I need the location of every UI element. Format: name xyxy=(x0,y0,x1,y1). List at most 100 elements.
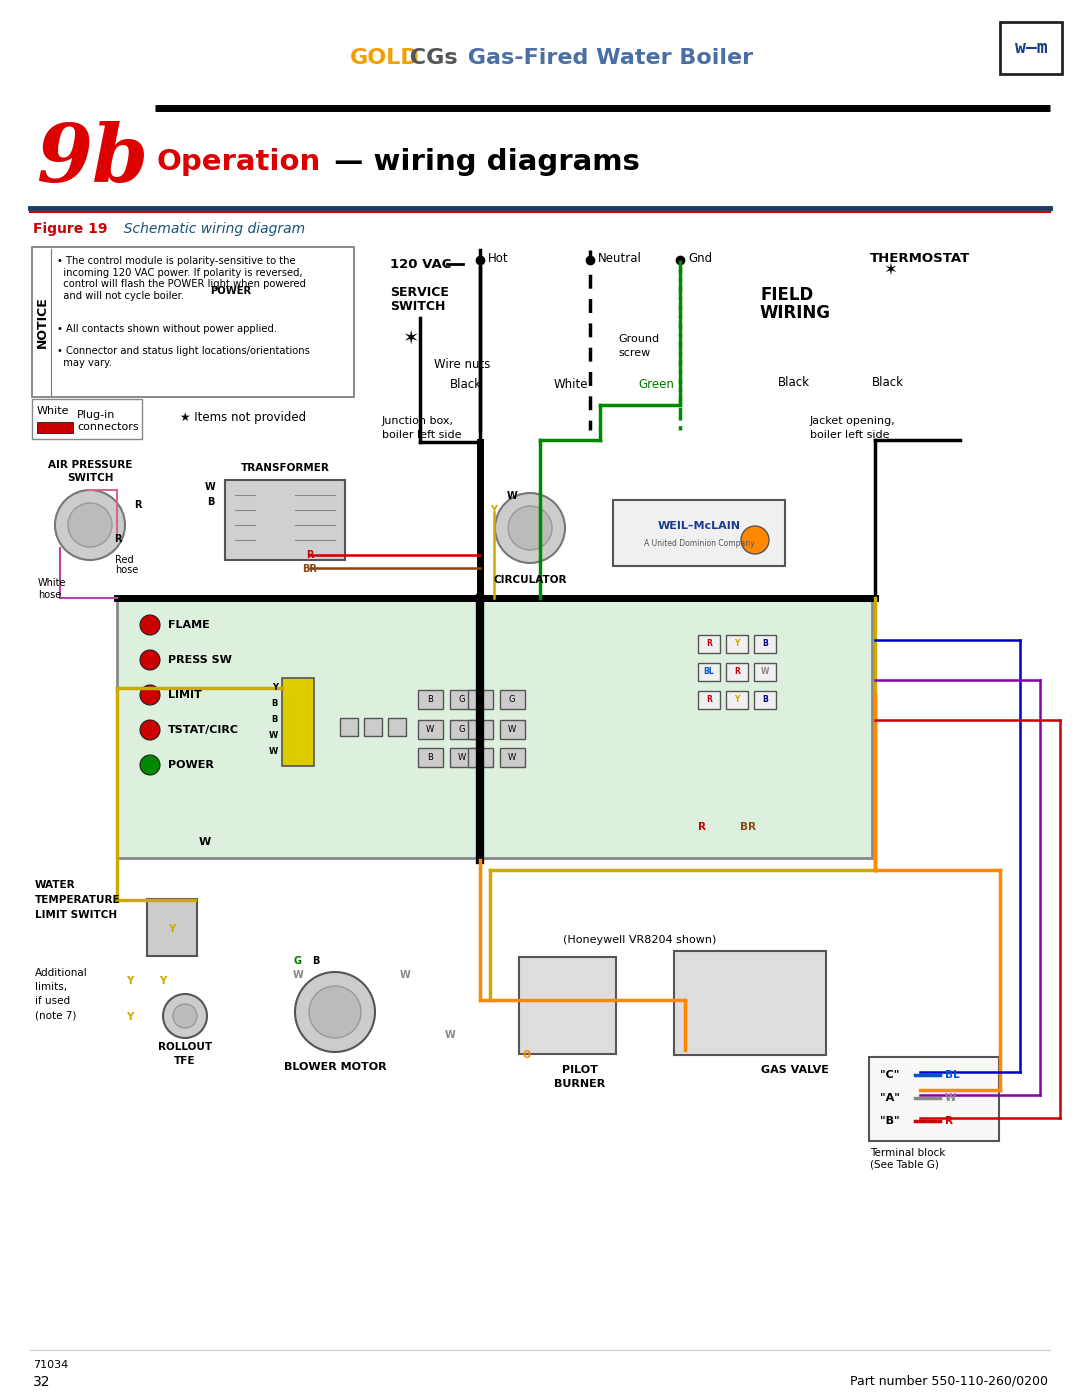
Text: ★ Items not provided: ★ Items not provided xyxy=(180,412,306,425)
FancyBboxPatch shape xyxy=(449,747,474,767)
Text: B: B xyxy=(272,715,278,725)
FancyBboxPatch shape xyxy=(32,400,141,439)
Text: 9b: 9b xyxy=(36,122,148,198)
Text: W: W xyxy=(293,970,303,981)
Text: Black: Black xyxy=(450,379,482,391)
Text: B: B xyxy=(477,753,483,761)
Text: Green: Green xyxy=(638,379,674,391)
Text: G: G xyxy=(459,725,465,733)
Text: (Honeywell VR8204 shown): (Honeywell VR8204 shown) xyxy=(564,935,717,944)
Text: W: W xyxy=(945,1092,957,1104)
Text: Y: Y xyxy=(168,923,176,935)
Text: FIELD: FIELD xyxy=(760,286,813,305)
FancyBboxPatch shape xyxy=(613,500,785,566)
Text: Additional: Additional xyxy=(35,968,87,978)
Text: R: R xyxy=(134,500,141,510)
Text: boiler left side: boiler left side xyxy=(382,430,461,440)
Text: White: White xyxy=(37,407,69,416)
Text: Y: Y xyxy=(160,977,166,986)
Text: "B": "B" xyxy=(880,1116,900,1126)
Text: boiler left side: boiler left side xyxy=(810,430,890,440)
Text: ✶: ✶ xyxy=(883,261,896,279)
Text: White: White xyxy=(554,379,589,391)
Text: White: White xyxy=(38,578,67,588)
Text: Hot: Hot xyxy=(488,251,509,264)
Text: W: W xyxy=(760,668,769,676)
Text: B: B xyxy=(272,700,278,708)
FancyBboxPatch shape xyxy=(282,678,314,766)
Text: BR: BR xyxy=(740,821,756,833)
Text: LIMIT: LIMIT xyxy=(168,690,202,700)
FancyBboxPatch shape xyxy=(698,636,720,652)
Circle shape xyxy=(140,719,160,740)
FancyBboxPatch shape xyxy=(364,718,382,736)
Text: G: G xyxy=(476,725,483,733)
Text: (note 7): (note 7) xyxy=(35,1010,77,1020)
Text: W: W xyxy=(269,732,278,740)
Text: W: W xyxy=(269,747,278,757)
Text: Black: Black xyxy=(872,377,904,390)
Text: R: R xyxy=(114,534,122,543)
Text: A United Dominion Company: A United Dominion Company xyxy=(644,538,754,548)
Text: Y: Y xyxy=(734,640,740,648)
Text: CGs: CGs xyxy=(402,47,458,68)
Text: 120 VAC: 120 VAC xyxy=(390,257,451,271)
FancyBboxPatch shape xyxy=(418,747,443,767)
FancyBboxPatch shape xyxy=(225,481,345,560)
Text: W: W xyxy=(508,753,516,761)
Text: limits,: limits, xyxy=(35,982,67,992)
Text: WATER: WATER xyxy=(35,880,76,890)
Bar xyxy=(37,422,73,433)
FancyBboxPatch shape xyxy=(726,692,748,710)
Text: Figure 19: Figure 19 xyxy=(33,222,108,236)
Text: screw: screw xyxy=(618,348,650,358)
Circle shape xyxy=(173,1004,197,1028)
Text: BL: BL xyxy=(704,668,714,676)
Text: if used: if used xyxy=(35,996,70,1006)
Text: hose: hose xyxy=(114,564,138,576)
Text: SWITCH: SWITCH xyxy=(67,474,113,483)
Text: ✶: ✶ xyxy=(402,328,418,348)
Text: Part number 550-110-260/0200: Part number 550-110-260/0200 xyxy=(850,1375,1048,1389)
FancyBboxPatch shape xyxy=(449,719,474,739)
FancyBboxPatch shape xyxy=(147,900,197,956)
Circle shape xyxy=(163,995,207,1038)
Text: WIRING: WIRING xyxy=(760,305,831,321)
Text: R: R xyxy=(706,640,712,648)
Text: ROLLOUT: ROLLOUT xyxy=(158,1042,212,1052)
Text: AIR PRESSURE: AIR PRESSURE xyxy=(48,460,132,469)
FancyBboxPatch shape xyxy=(754,636,777,652)
Text: W: W xyxy=(508,725,516,733)
Text: R: R xyxy=(307,550,314,560)
Text: POWER: POWER xyxy=(210,286,252,296)
Text: Ground: Ground xyxy=(618,334,659,344)
Text: BLOWER MOTOR: BLOWER MOTOR xyxy=(284,1062,387,1071)
Text: SERVICE: SERVICE xyxy=(390,285,449,299)
FancyBboxPatch shape xyxy=(340,718,357,736)
Text: BR: BR xyxy=(302,564,318,574)
Text: W: W xyxy=(458,753,467,761)
FancyBboxPatch shape xyxy=(468,719,492,739)
Text: 71034: 71034 xyxy=(33,1361,68,1370)
Circle shape xyxy=(741,527,769,555)
Text: LIMIT SWITCH: LIMIT SWITCH xyxy=(35,909,117,921)
Text: THERMOSTAT: THERMOSTAT xyxy=(870,251,970,264)
Circle shape xyxy=(140,754,160,775)
Text: W: W xyxy=(204,482,215,492)
Text: — wiring diagrams: — wiring diagrams xyxy=(324,148,639,176)
Text: CIRCULATOR: CIRCULATOR xyxy=(494,576,567,585)
Text: W: W xyxy=(199,837,211,847)
Text: TEMPERATURE: TEMPERATURE xyxy=(35,895,121,905)
Text: B: B xyxy=(427,753,433,761)
Text: Neutral: Neutral xyxy=(598,251,642,264)
Text: PRESS SW: PRESS SW xyxy=(168,655,232,665)
Text: TFE: TFE xyxy=(174,1056,195,1066)
Circle shape xyxy=(140,685,160,705)
Text: Y: Y xyxy=(272,683,278,693)
Text: POWER: POWER xyxy=(168,760,214,770)
Text: hose: hose xyxy=(38,590,62,599)
Text: BL: BL xyxy=(945,1070,960,1080)
FancyBboxPatch shape xyxy=(499,747,525,767)
Text: R: R xyxy=(945,1116,953,1126)
FancyBboxPatch shape xyxy=(468,747,492,767)
